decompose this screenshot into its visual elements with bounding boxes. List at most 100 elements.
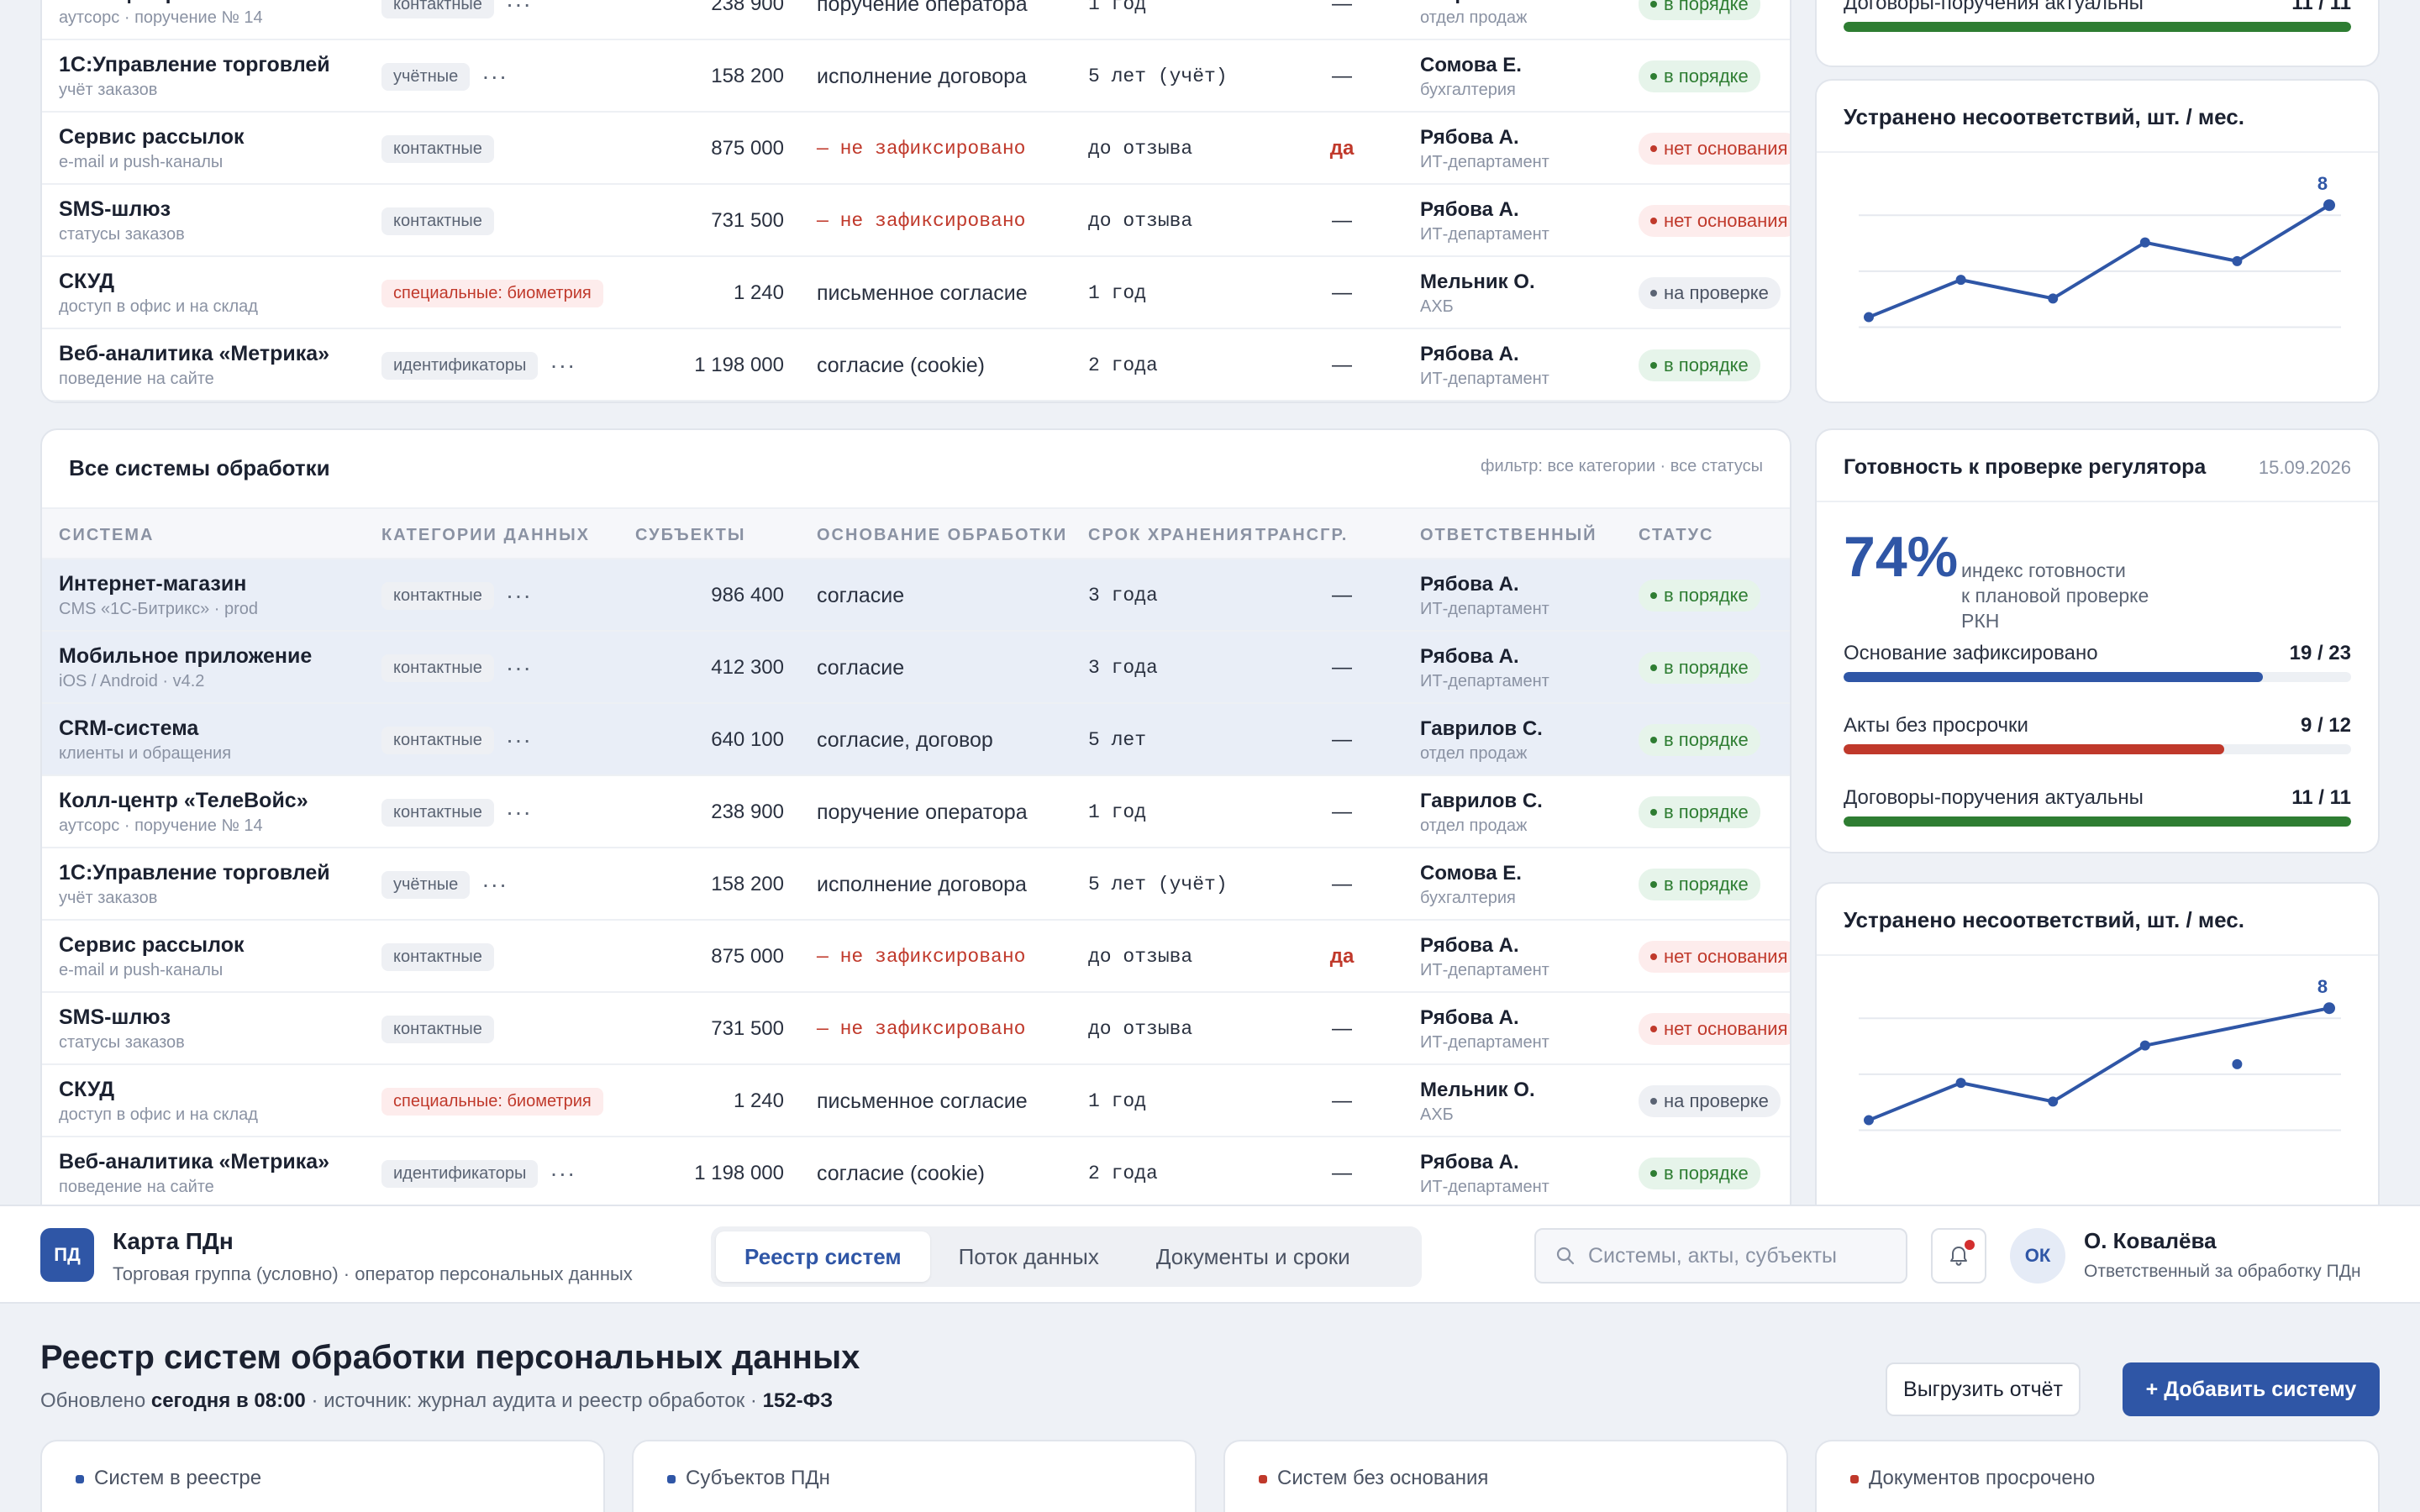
table-row[interactable]: Колл-центр «ТелеВойс» аутсорс · поручение… <box>42 776 1790 848</box>
more-categories-button[interactable]: ··· <box>505 582 532 608</box>
table-row[interactable]: 1С:Управление торговлей учёт заказов учётн… <box>42 40 1790 113</box>
table-row[interactable]: Веб-аналитика «Метрика» поведение на сайт… <box>42 1137 1790 1210</box>
col-header-transborder[interactable]: Трансгр. <box>1255 525 1349 544</box>
chart-point[interactable] <box>1955 1078 1966 1089</box>
more-categories-button[interactable]: ··· <box>505 0 532 17</box>
more-categories-button[interactable]: ··· <box>505 727 532 753</box>
responsible-cell: Рябова А. ИТ-департамент <box>1420 1137 1622 1210</box>
status-badge[interactable]: в порядке <box>1639 580 1760 612</box>
status-badge[interactable]: в порядке <box>1639 1158 1760 1189</box>
subjects-count: 1 240 <box>733 1089 784 1112</box>
app-subtitle: Торговая группа (условно) · оператор пер… <box>113 1263 633 1284</box>
status-badge[interactable]: на проверке <box>1639 1085 1781 1117</box>
system-name[interactable]: Мобильное приложение <box>59 644 313 668</box>
table-row[interactable]: Колл-центр «ТелеВойс» аутсорс · поручение… <box>42 0 1790 40</box>
updated-source: · источник: журнал аудита и реестр обраб… <box>311 1389 757 1412</box>
table-row[interactable]: Сервис рассылок e-mail и push-каналы конта… <box>42 113 1790 185</box>
system-name[interactable]: Сервис рассылок <box>59 125 245 149</box>
tab-registry[interactable]: Реестр систем <box>716 1231 930 1282</box>
system-name[interactable]: Интернет-магазин <box>59 572 247 596</box>
system-name[interactable]: CRM-система <box>59 717 199 740</box>
table-row[interactable]: Мобильное приложение iOS / Android · v4.2… <box>42 632 1790 704</box>
table-row[interactable]: Веб-аналитика «Метрика» поведение на сайт… <box>42 329 1790 402</box>
chart-point[interactable] <box>1864 312 1874 323</box>
table-row[interactable]: Интернет-магазин CMS «1С-Битрикс» · prod к… <box>42 559 1790 632</box>
status-badge[interactable]: в порядке <box>1639 0 1760 20</box>
col-header-term[interactable]: Срок хранения <box>1088 525 1255 544</box>
chart-point[interactable] <box>2323 1002 2335 1015</box>
system-name[interactable]: 1С:Управление торговлей <box>59 53 330 76</box>
system-name[interactable]: СКУД <box>59 270 115 293</box>
chart-point[interactable] <box>2048 293 2059 304</box>
table-row[interactable]: CRM-система клиенты и обращения контактные… <box>42 704 1790 776</box>
kpi-label: Субъектов ПДн <box>686 1467 830 1489</box>
system-name[interactable]: SMS-шлюз <box>59 1005 171 1029</box>
col-header-responsible[interactable]: Ответственный <box>1420 525 1597 544</box>
table-row[interactable]: Сервис рассылок e-mail и push-каналы конта… <box>42 921 1790 993</box>
status-badge[interactable]: в порядке <box>1639 652 1760 684</box>
more-categories-button[interactable]: ··· <box>505 654 532 680</box>
col-header-system[interactable]: Система <box>59 525 155 544</box>
transborder-flag: — <box>1332 65 1352 87</box>
status-badge[interactable]: нет основания <box>1639 1013 1790 1045</box>
system-name[interactable]: 1С:Управление торговлей <box>59 861 330 885</box>
more-categories-button[interactable]: ··· <box>550 1160 576 1186</box>
status-badge[interactable]: нет основания <box>1639 133 1790 165</box>
status-cell: в порядке <box>1639 40 1790 113</box>
chart-point[interactable] <box>2139 237 2150 248</box>
table-row[interactable]: СКУД доступ в офис и на склад специальные:… <box>42 1065 1790 1137</box>
metric-progress-fill <box>1844 816 2351 827</box>
chart-point[interactable] <box>1955 275 1966 286</box>
chart-point[interactable] <box>2139 1040 2150 1051</box>
system-name[interactable]: Веб-аналитика «Метрика» <box>59 1150 330 1173</box>
chart-point[interactable] <box>2048 1096 2059 1107</box>
filter-summary[interactable]: фильтр: все категории · все статусы <box>1480 457 1763 475</box>
app-logo[interactable]: ПД <box>40 1228 94 1282</box>
kpi-label: Систем в реестре <box>94 1467 262 1489</box>
system-name[interactable]: Веб-аналитика «Метрика» <box>59 342 330 365</box>
tab-data-flow[interactable]: Поток данных <box>958 1243 1099 1269</box>
table-row[interactable]: SMS-шлюз статусы заказов контактные 731 500… <box>42 993 1790 1065</box>
chart-point[interactable] <box>2232 1058 2243 1069</box>
chart-point[interactable] <box>1864 1115 1874 1126</box>
retention-term: 1 год <box>1088 1090 1147 1112</box>
system-name[interactable]: Колл-центр «ТелеВойс» <box>59 0 308 5</box>
notifications-button[interactable] <box>1931 1228 1986 1284</box>
system-cell: 1С:Управление торговлей учёт заказов <box>59 40 370 113</box>
add-system-button[interactable]: + Добавить систему <box>2123 1362 2380 1416</box>
chart-point[interactable] <box>2232 255 2243 266</box>
tab-documents[interactable]: Документы и сроки <box>1155 1243 1350 1269</box>
system-cell: Веб-аналитика «Метрика» поведение на сайт… <box>59 1137 370 1210</box>
col-header-basis[interactable]: Основание обработки <box>817 525 1068 544</box>
system-name[interactable]: Сервис рассылок <box>59 933 245 957</box>
status-badge[interactable]: нет основания <box>1639 941 1790 973</box>
status-badge[interactable]: в порядке <box>1639 869 1760 900</box>
more-categories-button[interactable]: ··· <box>550 352 576 378</box>
status-badge[interactable]: в порядке <box>1639 796 1760 828</box>
more-categories-button[interactable]: ··· <box>481 871 508 897</box>
system-name[interactable]: Колл-центр «ТелеВойс» <box>59 789 308 812</box>
status-dot <box>1650 218 1657 224</box>
user-avatar[interactable]: ОК <box>2010 1228 2065 1284</box>
export-report-button[interactable]: Выгрузить отчёт <box>1886 1362 2081 1416</box>
col-header-subjects[interactable]: Субъекты <box>635 525 746 544</box>
responsible-department: ИТ-департамент <box>1420 671 1549 690</box>
col-header-categories[interactable]: Категории данных <box>381 525 590 544</box>
system-name[interactable]: СКУД <box>59 1078 115 1101</box>
status-badge[interactable]: в порядке <box>1639 724 1760 756</box>
status-badge[interactable]: нет основания <box>1639 205 1790 237</box>
status-badge[interactable]: на проверке <box>1639 277 1781 309</box>
main-tabs: Реестр систем Поток данных Документы и с… <box>711 1226 1422 1287</box>
col-header-status[interactable]: Статус <box>1639 525 1714 544</box>
table-row[interactable]: SMS-шлюз статусы заказов контактные 731 500… <box>42 185 1790 257</box>
more-categories-button[interactable]: ··· <box>505 799 532 825</box>
chart-point[interactable] <box>2323 199 2335 212</box>
more-categories-button[interactable]: ··· <box>481 63 508 89</box>
page-title: Реестр систем обработки персональных дан… <box>40 1339 860 1376</box>
table-row[interactable]: СКУД доступ в офис и на склад специальные:… <box>42 257 1790 329</box>
search-input[interactable] <box>1588 1243 1891 1268</box>
status-badge[interactable]: в порядке <box>1639 349 1760 381</box>
system-name[interactable]: SMS-шлюз <box>59 197 171 221</box>
table-row[interactable]: 1С:Управление торговлей учёт заказов учётн… <box>42 848 1790 921</box>
status-badge[interactable]: в порядке <box>1639 60 1760 92</box>
